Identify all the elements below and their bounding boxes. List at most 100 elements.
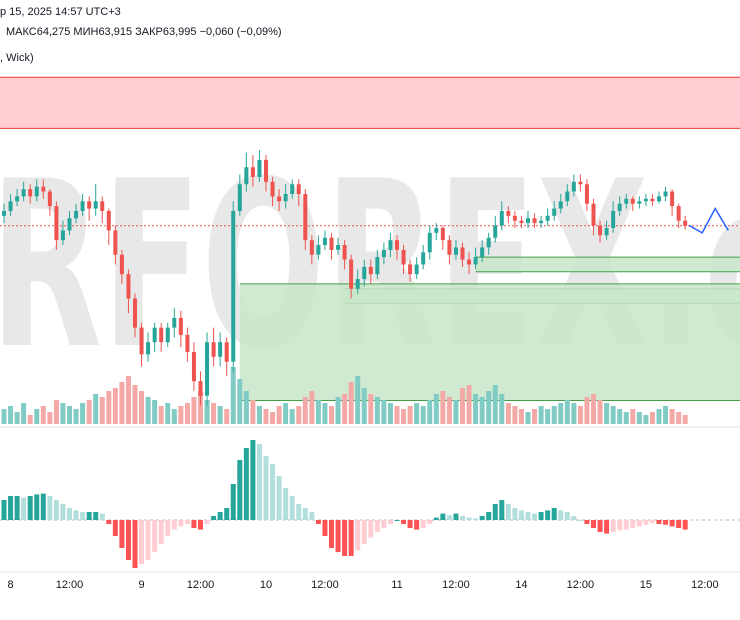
volume-bar xyxy=(571,403,577,424)
volume-bar xyxy=(158,406,164,424)
candle-body xyxy=(676,206,681,221)
volume-bar xyxy=(545,409,551,424)
oscillator-bar xyxy=(420,520,426,528)
volume-bar xyxy=(86,400,92,424)
candle-body xyxy=(106,210,111,231)
demand-zone xyxy=(239,283,740,401)
volume-bar xyxy=(486,391,492,424)
oscillator-bar xyxy=(571,516,577,520)
candle-body xyxy=(512,215,517,221)
volume-bar xyxy=(427,400,433,424)
candle-body xyxy=(388,240,393,250)
candle-body xyxy=(2,210,6,216)
volume-bar xyxy=(270,412,276,424)
candle-body xyxy=(434,227,439,233)
candle-body xyxy=(283,193,288,202)
oscillator-bar xyxy=(387,520,393,524)
oscillator-bar xyxy=(682,520,688,530)
candle-body xyxy=(532,218,537,224)
oscillator-bar xyxy=(53,500,59,520)
oscillator-bar xyxy=(237,460,243,520)
candle-body xyxy=(368,266,373,275)
volume-bar xyxy=(505,403,511,424)
volume-bar xyxy=(584,397,590,424)
candle-body xyxy=(41,186,46,192)
candle-body xyxy=(237,184,242,211)
volume-bar xyxy=(302,397,308,424)
volume-bar xyxy=(171,409,177,424)
oscillator-bar xyxy=(224,508,230,520)
volume-bar xyxy=(512,406,518,424)
oscillator-bar xyxy=(243,448,249,520)
volume-bar xyxy=(329,406,334,424)
volume-bar xyxy=(263,409,269,424)
volume-bar xyxy=(564,400,570,424)
candle-body xyxy=(578,181,583,185)
candle-body xyxy=(565,191,570,202)
time-axis-label: 12:00 xyxy=(442,579,470,591)
candle-body xyxy=(316,245,321,255)
oscillator-bar xyxy=(368,520,374,538)
volume-bar xyxy=(630,409,636,424)
candle-body xyxy=(591,203,596,226)
oscillator-bar xyxy=(414,520,420,530)
volume-bar xyxy=(453,400,459,424)
oscillator-bar xyxy=(125,520,131,560)
candle-body xyxy=(244,167,249,185)
oscillator-bar xyxy=(302,508,308,520)
oscillator-bar xyxy=(276,476,282,520)
oscillator-bar xyxy=(1,500,7,520)
oscillator-bar xyxy=(342,520,348,556)
candle-body xyxy=(683,220,688,226)
demand-zone xyxy=(475,257,740,272)
supply-zone xyxy=(0,77,740,129)
oscillator-bar xyxy=(473,518,479,520)
oscillator-bar xyxy=(296,504,302,520)
candle-body xyxy=(329,237,334,250)
oscillator-bar xyxy=(355,520,361,551)
time-axis-label: 11 xyxy=(391,579,402,591)
volume-bar xyxy=(473,394,479,424)
oscillator-bar xyxy=(329,520,334,548)
volume-bar xyxy=(139,391,145,424)
volume-bar xyxy=(250,400,256,424)
volume-bar xyxy=(112,388,118,424)
volume-bar xyxy=(440,391,446,424)
candle-body xyxy=(486,237,491,248)
oscillator-bar xyxy=(152,520,158,552)
time-axis-label: 8 xyxy=(7,579,13,591)
candle-body xyxy=(349,259,354,289)
candle-body xyxy=(657,196,661,202)
oscillator-bar xyxy=(532,513,538,520)
volume-bar xyxy=(342,394,348,424)
candle-body xyxy=(381,249,386,258)
oscillator-bar xyxy=(47,496,53,520)
candle-body xyxy=(408,264,413,275)
candle-body xyxy=(604,227,609,236)
oscillator-bar xyxy=(315,520,321,524)
volume-bar xyxy=(374,397,380,424)
oscillator-bar xyxy=(427,520,433,524)
oscillator-bar xyxy=(27,496,33,520)
volume-bar xyxy=(479,397,485,424)
candle-body xyxy=(519,220,524,224)
volume-bar xyxy=(191,397,197,424)
oscillator-bar xyxy=(636,520,642,527)
candle-body xyxy=(467,259,472,265)
candle-body xyxy=(100,201,105,211)
candle-body xyxy=(630,198,635,204)
candle-body xyxy=(598,225,603,236)
volume-bar xyxy=(40,406,46,424)
volume-bar xyxy=(649,412,655,424)
oscillator-bar xyxy=(669,520,675,527)
chart-header-ohlc: МАКС64,275 МИН63,915 ЗАКР63,995 −0,060 (… xyxy=(6,26,282,38)
volume-bar xyxy=(387,403,393,424)
indicator-legend[interactable]: , Wick) xyxy=(0,52,34,64)
time-axis-label: 12:00 xyxy=(311,579,339,591)
volume-bar xyxy=(296,406,302,424)
candle-body xyxy=(611,210,616,228)
candle-body xyxy=(342,245,347,260)
candle-body xyxy=(277,196,282,202)
volume-bar xyxy=(394,406,400,424)
